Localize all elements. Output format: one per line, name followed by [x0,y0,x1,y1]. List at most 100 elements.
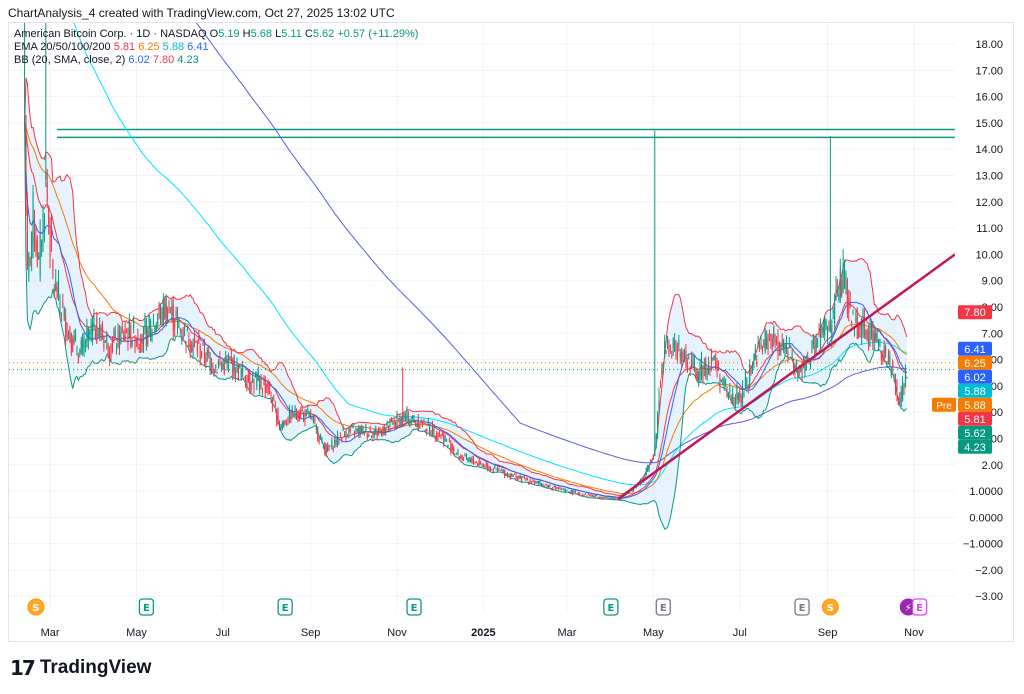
candle-body [155,325,157,332]
candle-body [699,358,701,378]
candle-body [810,360,812,367]
candle-body [675,344,677,359]
candle-body [521,477,523,482]
candle-body [195,340,197,342]
candle-body [298,412,300,420]
x-tick-label: Sep [818,627,838,639]
bollinger-band-fill [24,77,907,530]
candle-body [106,335,108,342]
candle-body [196,346,198,353]
candle-body [41,244,43,247]
candle-body [904,369,906,387]
candle-body [267,382,269,395]
ema100-value: 5.88 [162,41,185,53]
candle-body [216,372,218,374]
candle-body [849,301,851,303]
candle-body [727,394,729,397]
candle-body [601,497,603,499]
symbol-title[interactable]: American Bitcoin Corp. · 1D · NASDAQ [14,28,207,40]
candle-body [828,326,830,331]
price-label-badge [958,425,992,440]
tradingview-logo[interactable]: 17 TradingView [10,656,151,680]
candle-body [606,497,608,499]
y-tick-label: 10.00 [975,249,1003,261]
candle-body [817,341,819,344]
candle-body [38,256,40,259]
candle-body [253,381,255,389]
candle-body [719,377,721,387]
candle-body [804,358,806,374]
candle-body [439,431,441,436]
candle-body [55,280,57,292]
candle-body [764,331,766,353]
candle-body [203,347,205,360]
candle-body [390,420,392,422]
y-tick-label: 17.00 [975,65,1003,77]
candle-body [317,430,319,440]
candle-body [456,453,458,455]
candle-body [99,325,101,336]
event-marker-label: E [916,603,923,614]
candle-body [873,333,875,343]
candle-body [114,329,116,337]
candle-body [209,358,211,368]
legend-ema-row[interactable]: EMA 20/50/100/200 5.81 6.25 5.88 6.41 [14,41,418,54]
candle-body [116,349,118,351]
x-tick-label: 2025 [471,627,495,639]
event-earnings-icon [603,598,619,616]
candle-body [805,361,807,368]
candle-body [481,464,483,467]
candle-body [429,426,431,433]
candle-body [242,364,244,372]
candle-body [441,433,443,436]
candle-body [573,490,575,493]
candle-body [695,369,697,379]
candle-body [586,495,588,497]
y-tick-label: 7.00 [982,328,1003,340]
candle-body [358,426,360,435]
candle-body [664,341,666,357]
tradingview-logo-icon: 17 [10,656,36,680]
candle-body [201,352,203,357]
candle-body [393,420,395,425]
candle-body [845,275,847,289]
candle-body [574,491,576,493]
candle-body [198,338,200,342]
price-label-badge [958,341,992,356]
bb-label: BB (20, SMA, close, 2) [14,54,126,66]
candle-body [829,322,831,333]
candle-body [339,434,341,436]
candle-body [583,495,585,497]
x-tick-label: May [126,627,147,639]
candle-body [682,352,684,358]
candle-body [523,477,525,479]
ema-label: EMA 20/50/100/200 [14,41,111,53]
price-label-badge [958,411,992,426]
candle-body [52,259,54,276]
candle-body [865,332,867,334]
x-tick-label: Mar [557,627,576,639]
plot-area [9,23,955,530]
candle-body [143,325,145,346]
candle-body [557,488,559,490]
candle-body [589,494,591,496]
event-earnings-icon [406,598,422,616]
candle-body [450,441,452,453]
candle-body [892,363,894,368]
y-tick-label: −2.00 [975,565,1003,577]
candle-body [545,483,547,485]
event-earnings-past-icon [655,598,671,616]
candle-body [473,457,475,465]
candle-body [647,464,649,471]
candle-body [617,499,619,501]
candle-body [63,306,65,321]
candle-body [191,344,193,353]
candle-body [205,357,207,364]
candle-body [499,470,501,472]
price-label-badge [958,439,992,454]
legend-bb-row[interactable]: BB (20, SMA, close, 2) 6.02 7.80 4.23 [14,54,418,67]
high-value: 5.68 [250,28,273,40]
candle-body [36,239,38,266]
candle-body [808,362,810,364]
